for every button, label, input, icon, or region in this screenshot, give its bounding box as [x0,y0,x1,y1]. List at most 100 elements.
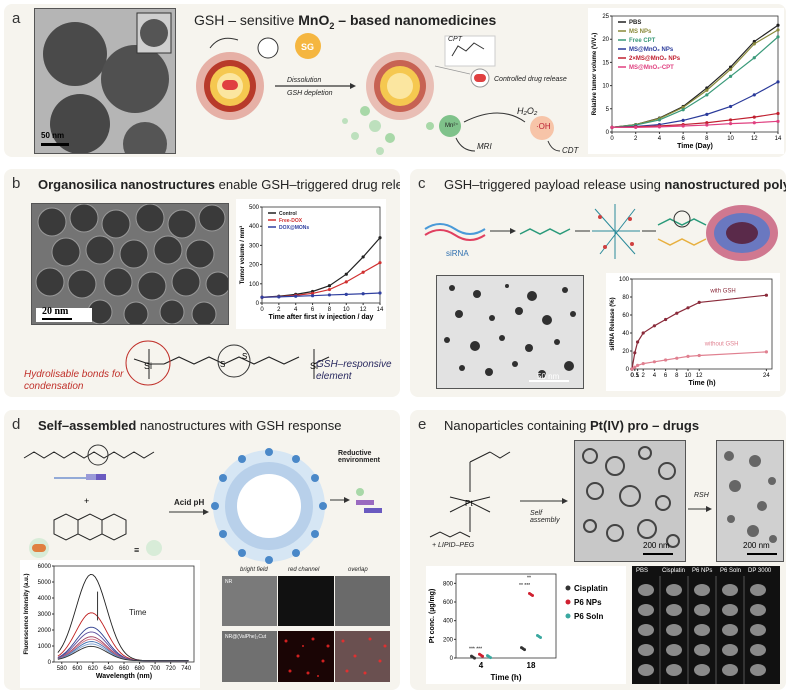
data-point [681,108,685,112]
plot-frame [261,206,381,304]
y-tick-label: 0 [606,130,610,136]
series-line [631,351,767,370]
data-point [310,291,315,295]
y-tick-label: 1000 [38,644,52,650]
x-tick-label: 2 [277,307,281,313]
scale-bar: 50 nm [537,372,560,381]
x-tick-label: 10 [727,136,734,142]
ptiv-structure: Pt [429,451,511,538]
panel-label: b [12,175,21,192]
data-point [664,358,668,362]
series-line [57,645,189,662]
data-point [633,351,637,355]
data-point [523,648,526,652]
legend-swatch [565,585,571,591]
data-point [657,118,662,122]
data-point [378,236,382,240]
hydrolisable-label: Hydrolisable bonds for condensation [24,369,124,392]
data-point [610,125,614,129]
gsh-depletion-label: GSH depletion [287,90,333,97]
y-tick-label: 0 [626,367,630,373]
y-tick-label: 40 [622,331,629,337]
peptide-structure: + ≡ [23,444,162,558]
reductive-label: Reductive environment [338,450,381,464]
data-point [705,121,709,125]
scale-bar: 200 nm [643,541,670,550]
y-tick-label: 4000 [38,596,52,602]
y-tick-label: 400 [249,224,260,230]
x-tick-label: 4 [653,373,657,379]
data-point [697,300,701,304]
data-point [752,93,756,97]
svg-text:S: S [220,360,225,369]
y-tick-label: 100 [249,282,260,288]
y-axis-label: Tumor volume / mm³ [239,226,246,285]
panel-d: d Self–assembled nanostructures with GSH… [4,410,400,690]
data-point [705,86,709,90]
organ-grid: PBS Cisplatin P6 NPs P6 Soln DP 3000 [632,566,780,684]
y-tick-label: 6000 [38,564,52,570]
data-point [630,367,634,371]
reductive-arrow [330,488,382,513]
x-tick-label: 580 [57,666,68,672]
polymer-schematic [424,204,778,261]
panel-label: a [12,10,21,27]
data-point [294,294,298,298]
legend-label: DOX@MONs [279,225,309,231]
data-point [531,594,534,598]
legend-label: MS@MnO₂ NPs [629,47,674,53]
x-tick-label: 4 [658,136,662,142]
scale-bar: 200 nm [743,541,770,550]
y-tick-label: 2000 [38,628,52,634]
cdt-label: CDT [562,146,579,155]
y-tick-label: 300 [249,243,260,249]
svg-text:Si: Si [144,361,152,371]
data-point [776,23,780,27]
x-tick-label: 14 [377,307,384,313]
y-axis-label: Pt conc. (µg/mg) [429,589,436,644]
lipid-peg-label: + LIPID–PEG [432,542,475,549]
data-point [728,74,733,78]
data-point [378,261,382,265]
data-point [652,324,656,328]
data-point [728,104,733,109]
y-tick-label: 0 [450,656,454,662]
data-point [481,654,484,658]
y-tick-label: 60 [622,313,629,319]
x-tick-label: 10 [685,373,692,379]
data-point [752,56,756,60]
rsh-arrow [688,506,712,512]
x-tick-label: 18 [527,661,536,670]
panel-title: Self–assembled nanostructures with GSH r… [38,418,342,433]
tem-image-2: 200 nm [716,440,784,562]
data-point [657,125,662,129]
chart-a: 0 5 10 15 20 25 0 2 4 6 8 10 12 14 Time (Day) Relative … [588,8,784,154]
data-point [327,287,332,292]
red-channel-label: red channel [288,567,320,573]
series-line [57,626,189,662]
data-point [681,105,685,110]
cpt-label: CPT [448,36,462,43]
x-tick-label: 1 [636,373,640,379]
legend-label: PBS [629,20,641,26]
x-tick-label: 10 [343,307,350,313]
x-tick-label: 0 [260,307,264,313]
data-point [776,35,780,39]
x-axis-label: Time (h) [491,673,522,682]
oh-label: ·OH [536,122,551,131]
legend-swatch [565,613,571,619]
x-tick-label: 740 [181,666,192,672]
y-tick-label: 500 [249,205,260,211]
data-point [675,311,679,315]
panel-title: Nanoparticles containing Pt(IV) pro – dr… [444,418,700,433]
data-point [776,111,780,116]
x-tick-label: 680 [135,666,146,672]
data-point [728,67,733,71]
data-point [764,350,768,354]
series-line [57,612,189,662]
data-point [697,353,701,358]
microscopy-grid: NR NR@(ValPhe)₂Cut [222,576,390,682]
data-point [361,255,365,259]
data-point [686,306,690,310]
